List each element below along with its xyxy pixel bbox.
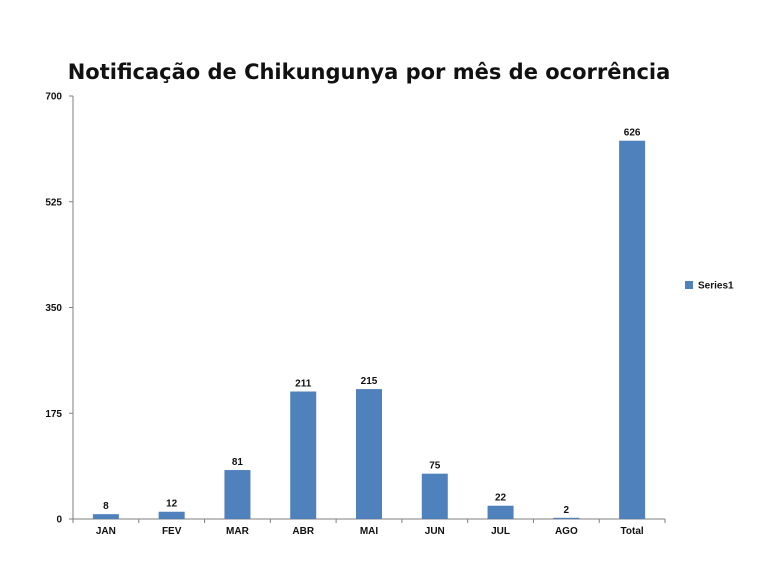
bar-fev xyxy=(158,511,185,519)
data-label-total: 626 xyxy=(624,128,641,139)
y-tick-label: 0 xyxy=(56,515,62,526)
x-tick-label-jul: JUL xyxy=(491,526,510,537)
x-tick-label-mai: MAI xyxy=(360,526,379,537)
data-label-abr: 211 xyxy=(295,378,312,389)
bar-jun xyxy=(421,473,448,519)
bar-jan xyxy=(92,514,119,519)
y-tick-label: 525 xyxy=(45,197,62,208)
legend-label-series1: Series1 xyxy=(698,281,734,292)
y-tick-label: 700 xyxy=(45,92,62,103)
x-tick-label-total: Total xyxy=(621,526,644,537)
data-label-mai: 215 xyxy=(361,376,378,387)
legend: Series1 xyxy=(685,281,734,292)
bar-mai xyxy=(356,389,382,519)
legend-swatch-series1 xyxy=(685,281,693,289)
bar-total xyxy=(619,140,646,519)
data-label-jan: 8 xyxy=(103,501,109,512)
bar-jul xyxy=(487,505,514,519)
y-tick-label: 350 xyxy=(45,303,62,314)
data-label-mar: 81 xyxy=(232,457,244,468)
y-tick-label: 175 xyxy=(45,409,62,420)
chart-title: Notificação de Chikungunya por mês de oc… xyxy=(68,60,671,84)
x-tick-label-jun: JUN xyxy=(425,526,445,537)
x-tick-label-fev: FEV xyxy=(162,526,182,537)
x-tick-label-abr: ABR xyxy=(292,526,314,537)
bar-abr xyxy=(290,391,317,519)
data-label-jul: 22 xyxy=(495,493,507,504)
x-tick-label-ago: AGO xyxy=(555,526,578,537)
x-tick-label-mar: MAR xyxy=(226,526,250,537)
bar-mar xyxy=(224,470,251,519)
data-label-fev: 12 xyxy=(166,499,178,510)
bar-ago xyxy=(553,517,580,519)
axes: 0 175 350 525 700 JAN FEV MAR ABR MAI JUN JUL AGO Tot… xyxy=(45,92,666,537)
data-label-jun: 75 xyxy=(429,461,441,472)
data-label-ago: 2 xyxy=(564,505,570,516)
x-tick-label-jan: JAN xyxy=(96,526,116,537)
